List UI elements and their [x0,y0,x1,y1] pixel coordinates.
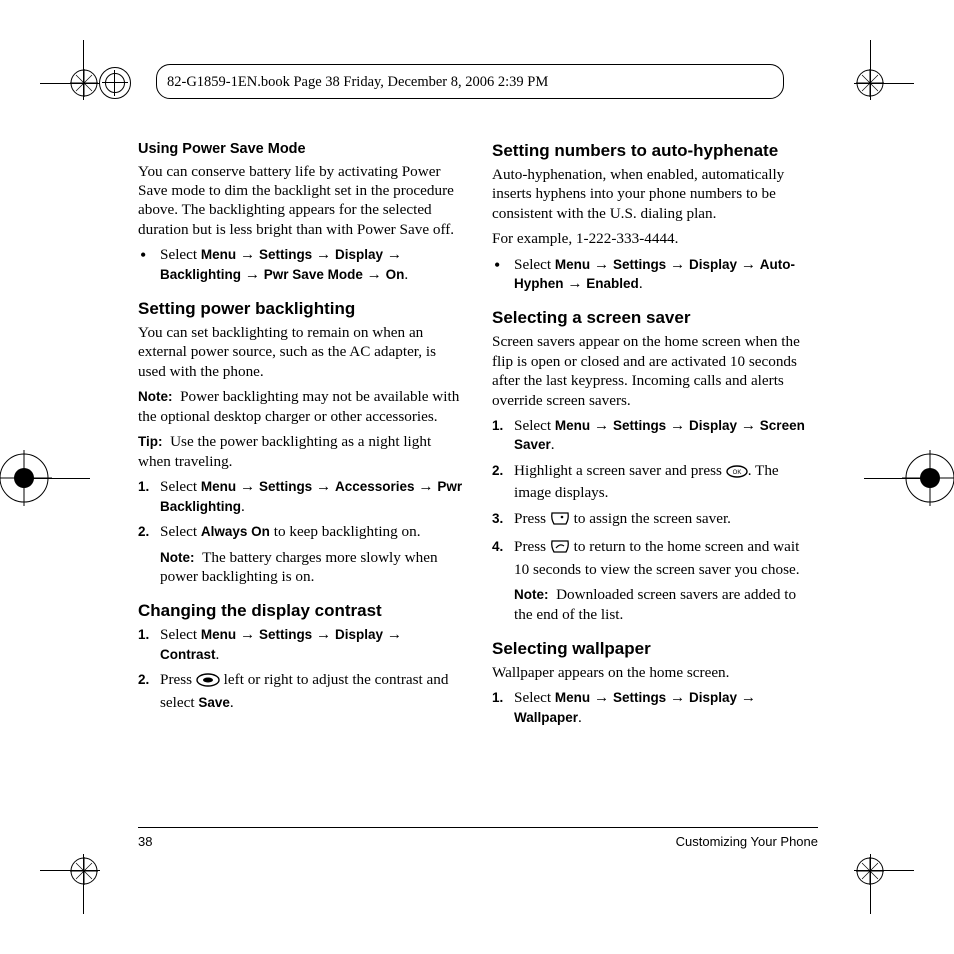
crop-line [83,40,84,100]
note: Note: Downloaded screen savers are added… [514,585,818,624]
section-title: Customizing Your Phone [676,834,818,849]
crop-line [854,83,914,84]
crop-line [870,40,871,100]
right-column: Setting numbers to auto-hyphenate Auto-h… [492,140,818,810]
paragraph: For example, 1-222-333-4444. [492,229,818,248]
list-item: Select Menu → Settings → Display → Auto-… [492,255,818,294]
list-item: Press to return to the home screen and w… [492,537,818,624]
soft-key-icon [550,511,570,531]
crop-line [864,478,924,479]
crop-mark-icon [70,857,98,885]
nav-key-icon [196,673,220,692]
crop-line [30,478,90,479]
list-item: Press to assign the screen saver. [492,509,818,531]
paragraph: You can conserve battery life by activat… [138,162,464,240]
list-item: Select Menu → Settings → Display → Contr… [138,625,464,664]
left-column: Using Power Save Mode You can conserve b… [138,140,464,810]
heading-hyphenate: Setting numbers to auto-hyphenate [492,140,818,162]
crop-line [870,854,871,914]
list-item: Select Menu → Settings → Display → Wallp… [492,688,818,727]
binding-mark-icon [99,67,131,99]
note: Note: Power backlighting may not be avai… [138,387,464,426]
crop-line [40,870,100,871]
crop-line [83,854,84,914]
page-footer: 38 Customizing Your Phone [138,827,818,849]
paragraph: Screen savers appear on the home screen … [492,332,818,410]
page-content: Using Power Save Mode You can conserve b… [138,140,818,810]
ok-key-icon: OK [726,464,748,483]
page-number: 38 [138,834,152,849]
crop-line [854,870,914,871]
list-item: Select Always On to keep backlighting on… [138,522,464,586]
paragraph: You can set backlighting to remain on wh… [138,323,464,381]
end-key-icon [550,539,570,559]
page-header: 82-G1859-1EN.book Page 38 Friday, Decemb… [156,64,784,99]
list-item: Select Menu → Settings → Accessories → P… [138,477,464,516]
heading-backlighting: Setting power backlighting [138,298,464,320]
paragraph: Auto-hyphenation, when enabled, automati… [492,165,818,223]
heading-wallpaper: Selecting wallpaper [492,638,818,660]
list-item: Select Menu → Settings → Display → Scree… [492,416,818,455]
tip: Tip: Use the power backlighting as a nig… [138,432,464,471]
list-item: Press left or right to adjust the contra… [138,670,464,712]
header-text: 82-G1859-1EN.book Page 38 Friday, Decemb… [167,74,548,90]
note: Note: The battery charges more slowly wh… [160,548,464,587]
crop-line [40,83,100,84]
list-item: Select Menu → Settings → Display → Backl… [138,245,464,284]
heading-screensaver: Selecting a screen saver [492,307,818,329]
list-item: Highlight a screen saver and press OK. T… [492,461,818,503]
heading-contrast: Changing the display contrast [138,600,464,622]
paragraph: Wallpaper appears on the home screen. [492,663,818,682]
svg-text:OK: OK [732,470,741,476]
heading-power-save: Using Power Save Mode [138,140,464,159]
